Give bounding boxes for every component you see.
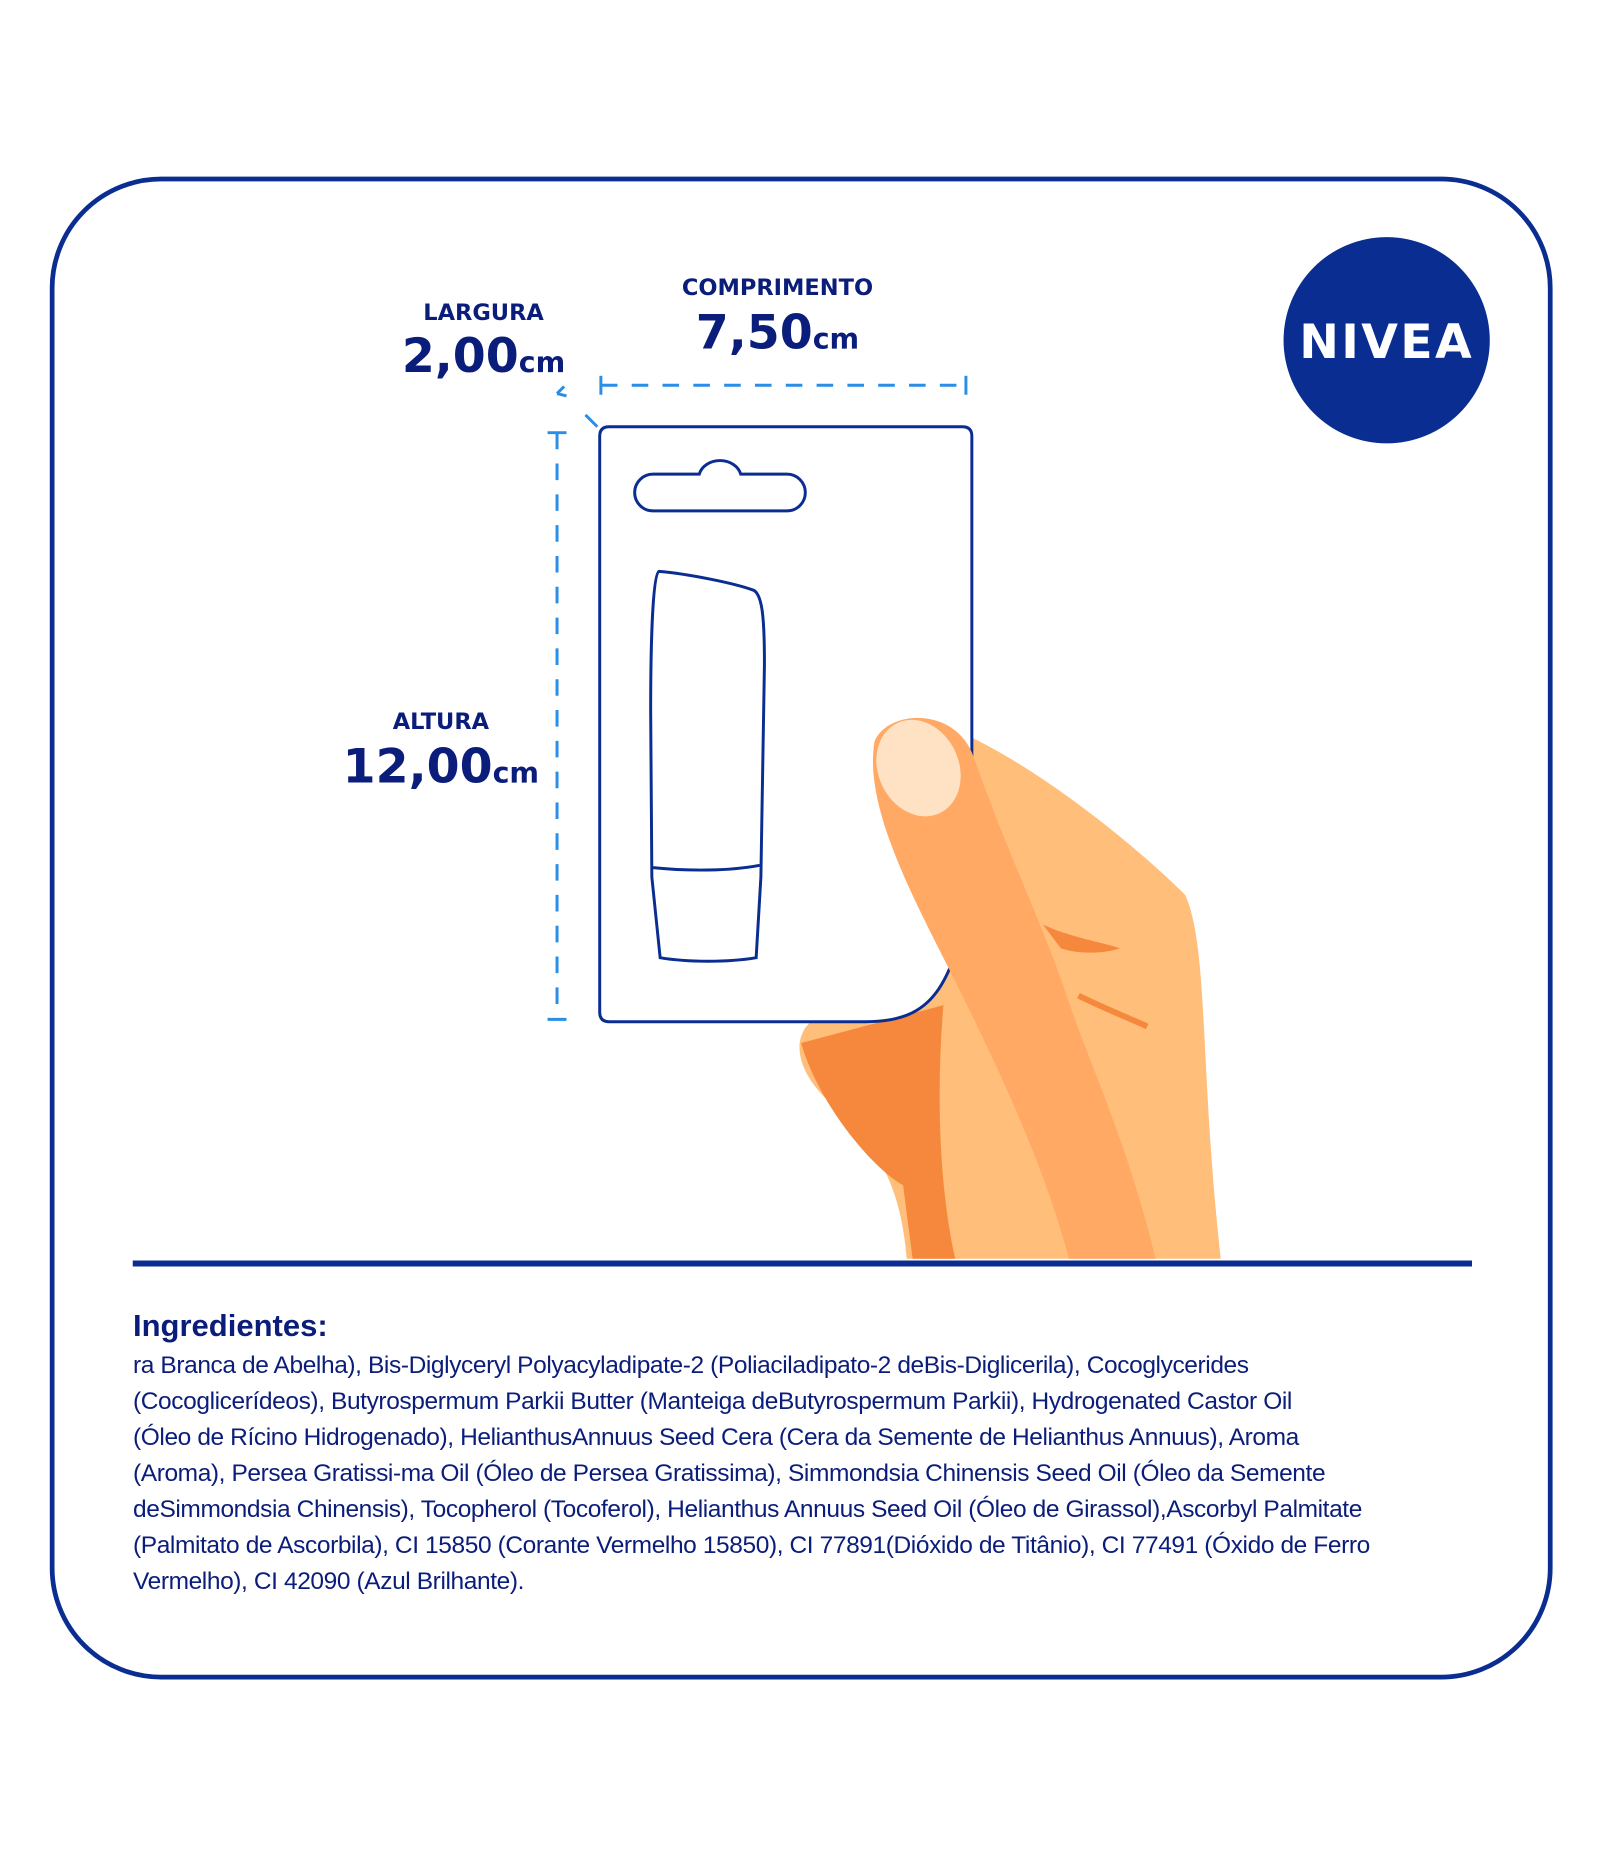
ingredients-title: Ingredientes:: [133, 1308, 328, 1343]
dimension-lines: [547, 375, 968, 1021]
svg-text:COMPRIMENTO: COMPRIMENTO: [682, 275, 873, 301]
svg-text:LARGURA: LARGURA: [423, 300, 544, 326]
length-value: 7,50: [696, 306, 813, 361]
ingredients-line: ra Branca de Abelha), Bis-Diglyceryl Pol…: [133, 1352, 1249, 1379]
ingredients-line: (Aroma), Persea Gratissi-ma Oil (Óleo de…: [133, 1460, 1326, 1487]
hanger-slot: [633, 459, 807, 513]
ingredients-line: (Cocoglicerídeos), Butyrospermum Parkii …: [133, 1388, 1292, 1415]
ingredients-line: deSimmondsia Chinensis), Tocopherol (Toc…: [133, 1496, 1362, 1523]
svg-text:NIVEA: NIVEA: [1299, 315, 1474, 370]
length-unit: cm: [813, 323, 860, 356]
ingredients-line: (Óleo de Rícino Hidrogenado), Helianthus…: [133, 1424, 1299, 1451]
nivea-logo: NIVEA: [1283, 237, 1490, 444]
card-frame: [49, 176, 1553, 1680]
ingredients-line: Vermelho), CI 42090 (Azul Brilhante).: [133, 1568, 525, 1595]
lip-balm-tube: [649, 569, 766, 963]
ingredients-section: Ingredientes: ra Branca de Abelha), Bis-…: [133, 1308, 1493, 1600]
svg-text:7,50cm: 7,50cm: [696, 306, 859, 361]
height-unit: cm: [493, 756, 540, 789]
dimension-length: COMPRIMENTO 7,50cm: [682, 275, 873, 360]
svg-text:2,00cm: 2,00cm: [402, 329, 565, 384]
width-unit: cm: [519, 346, 566, 379]
dimension-width: LARGURA 2,00cm: [402, 300, 565, 384]
ingredients-line: (Palmitato de Ascorbila), CI 15850 (Cora…: [133, 1532, 1370, 1559]
svg-text:12,00cm: 12,00cm: [343, 739, 539, 794]
dimension-height: ALTURA 12,00cm: [343, 709, 539, 794]
height-value: 12,00: [343, 739, 493, 794]
width-value: 2,00: [402, 329, 519, 384]
thumb: [872, 717, 1156, 1259]
svg-text:ALTURA: ALTURA: [393, 709, 490, 735]
